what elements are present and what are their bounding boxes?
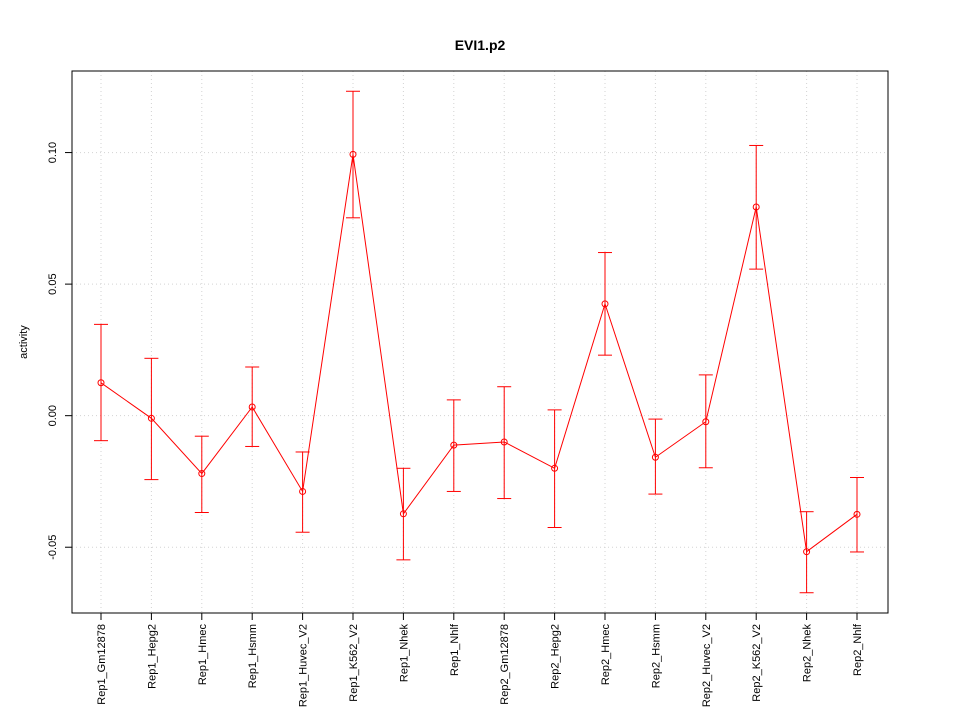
x-tick-label: Rep1_Nhek [398,624,410,683]
data-point [500,438,508,446]
data-point [450,441,458,449]
data-point [399,510,407,518]
x-tick-label: Rep1_Hepg2 [146,624,158,689]
x-tick-label: Rep2_Nhlf [852,623,864,676]
x-axis: Rep1_Gm12878 Rep1_Hepg2 Rep1_Hmec Rep1_Hsmm… [96,612,864,707]
y-tick-label: 0.05 [47,273,59,294]
data-point [651,453,659,461]
data-point [349,150,357,158]
x-tick-label: Rep2_Hsmm [650,624,662,688]
x-tick-label: Rep1_Huvec_V2 [298,624,310,707]
data-point [147,414,155,422]
chart-title: EVI1.p2 [455,37,506,53]
data-point [248,403,256,411]
x-tick-label: Rep2_K562_V2 [751,624,763,702]
y-tick-label: 0.00 [47,405,59,426]
data-point [601,300,609,308]
series [94,90,864,594]
x-tick-label: Rep2_Hmec [600,624,612,686]
x-tick-label: Rep2_Huvec_V2 [701,624,713,707]
y-tick-label: 0.10 [47,142,59,163]
x-tick-label: Rep2_Gm12878 [499,624,511,705]
x-tick-label: Rep1_Gm12878 [96,624,108,705]
x-tick-label: Rep1_K562_V2 [348,624,360,702]
data-point [97,379,105,387]
data-point [752,203,760,211]
data-point [299,487,307,495]
data-point [803,548,811,556]
data-point [853,510,861,518]
x-tick-label: Rep1_Hmec [197,624,209,686]
y-axis: -0.05 0.00 0.05 0.10 [47,142,73,560]
x-tick-label: Rep1_Nhlf [449,623,461,676]
y-axis-label: activity [18,325,30,359]
data-point [198,470,206,478]
data-point [702,418,710,426]
data-point [551,464,559,472]
series-line [100,154,858,553]
grid [72,71,888,613]
x-tick-label: Rep2_Nhek [802,624,814,683]
y-tick-label: -0.05 [47,535,59,560]
x-tick-label: Rep1_Hsmm [247,624,259,688]
x-tick-label: Rep2_Hepg2 [550,624,562,689]
